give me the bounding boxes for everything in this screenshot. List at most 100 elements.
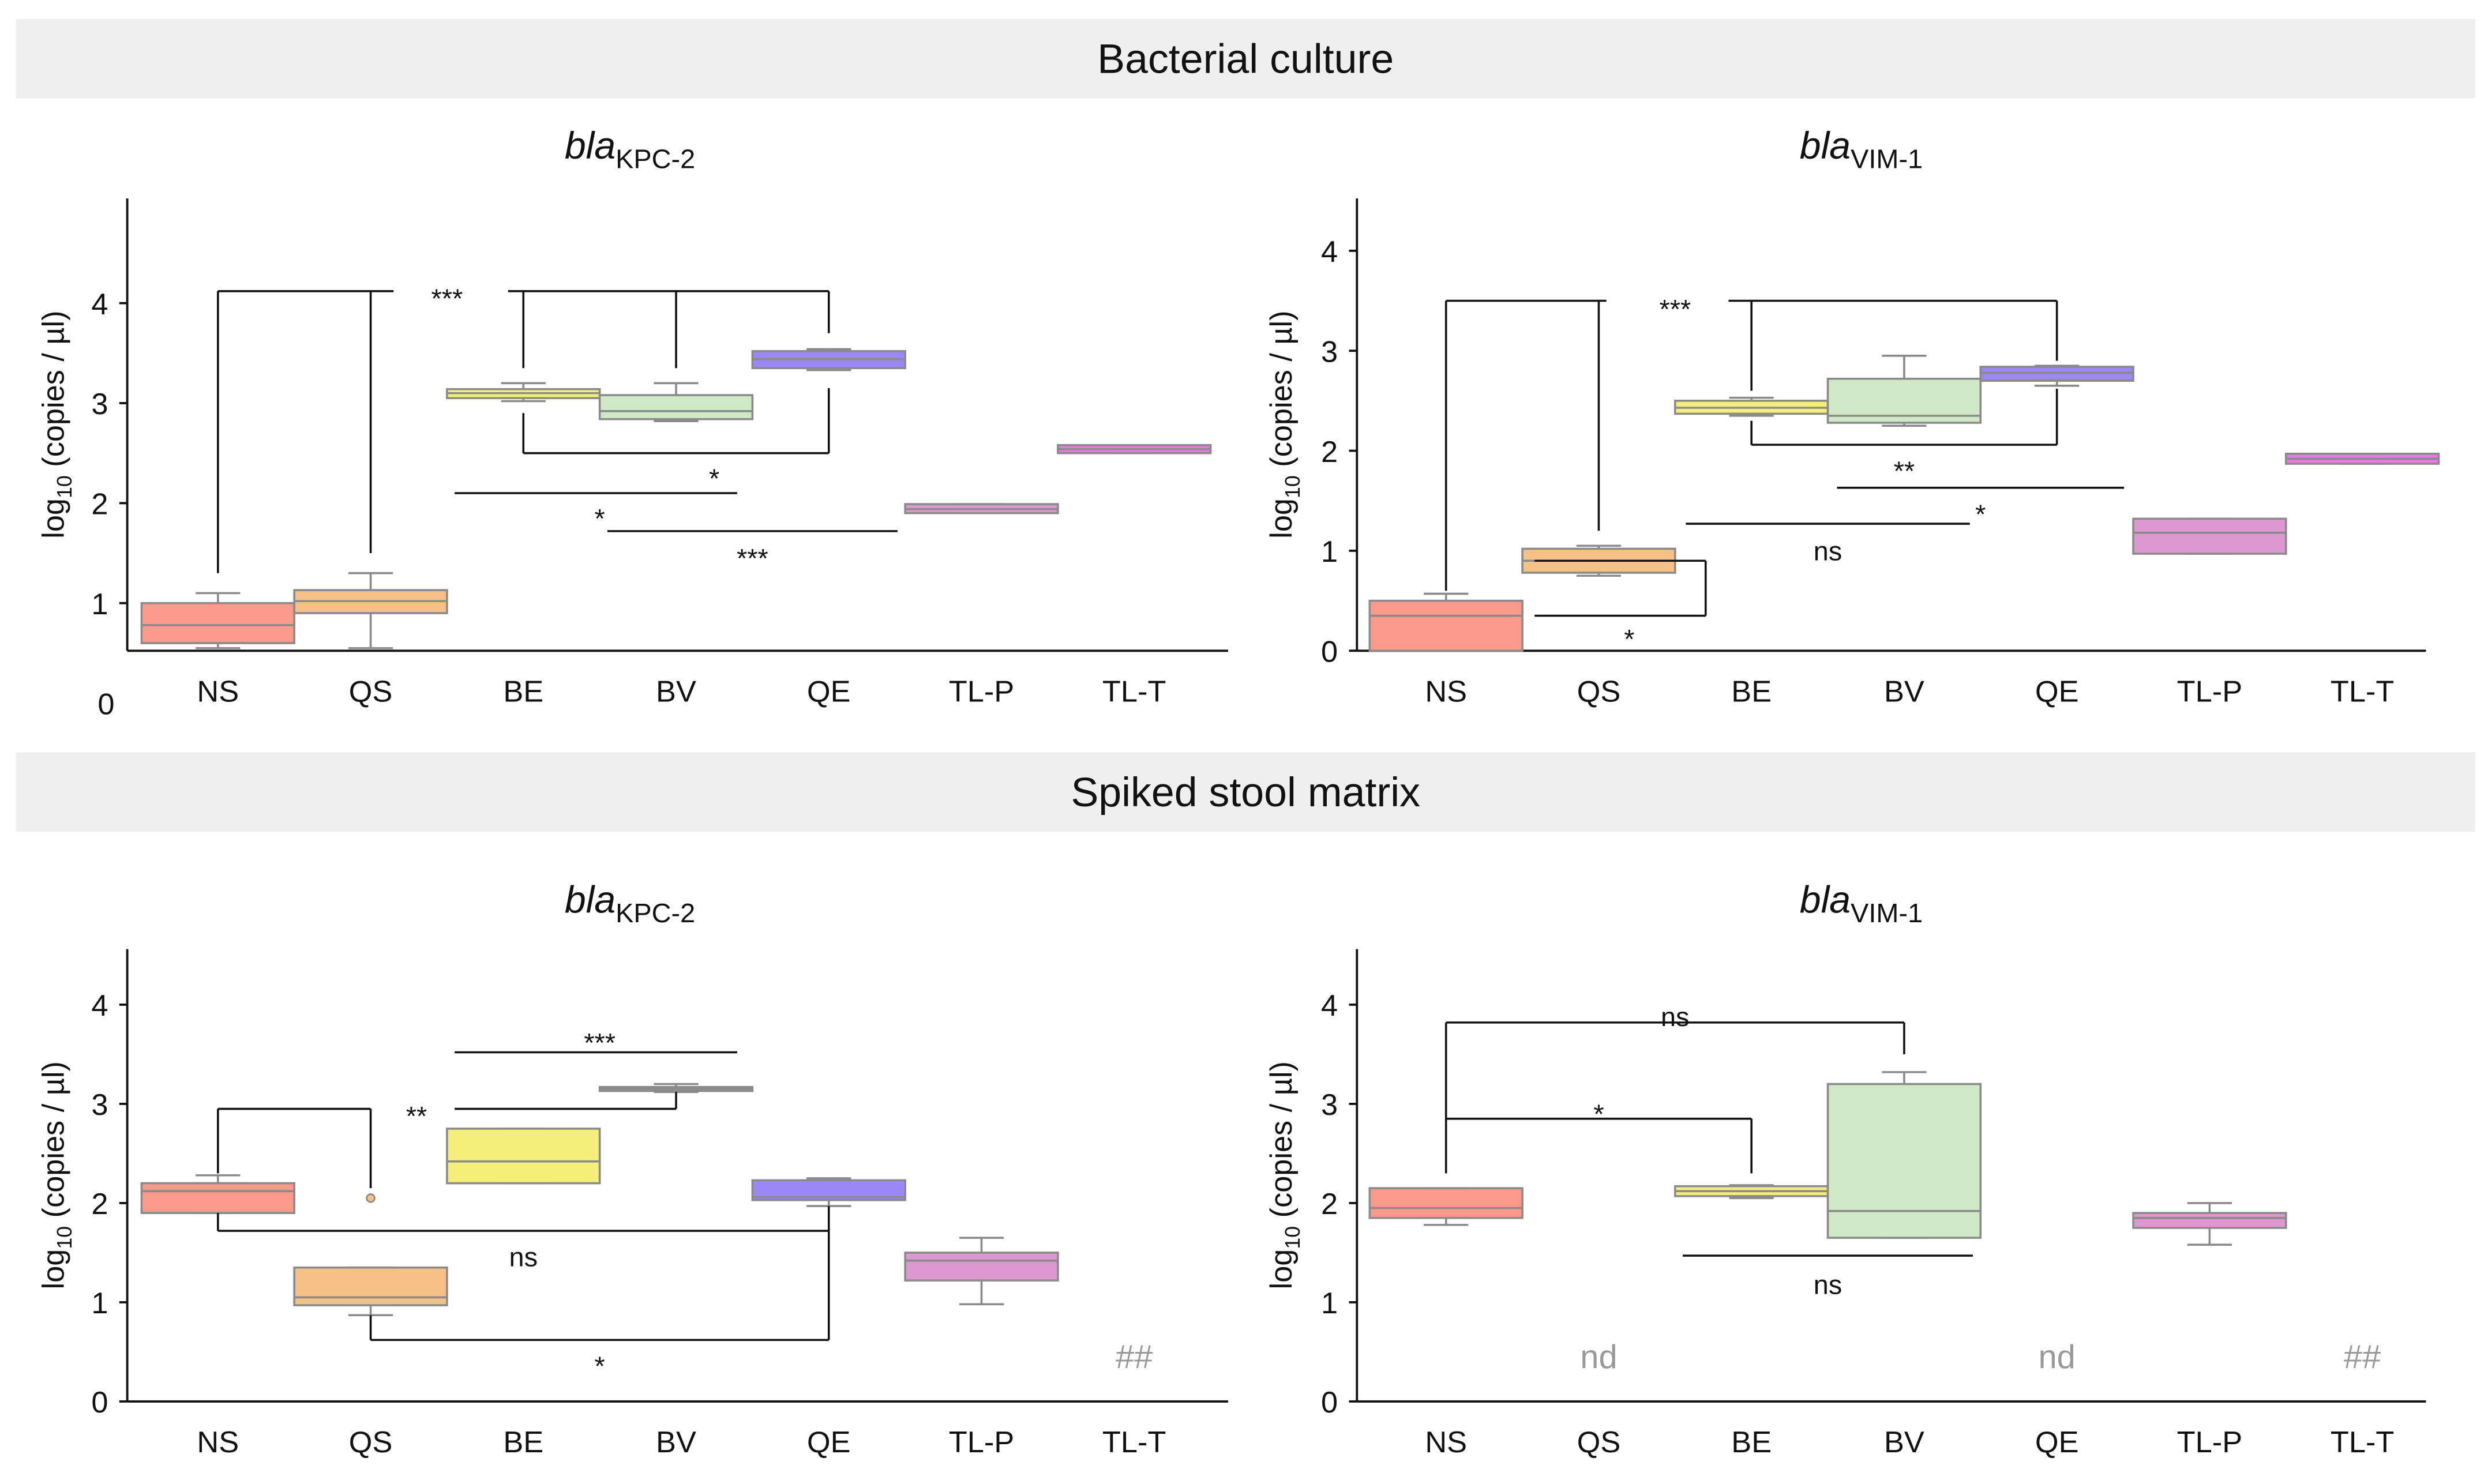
x-tick-label-qs: QS xyxy=(1577,675,1621,708)
x-tick-label-bv: BV xyxy=(656,675,696,708)
significance-label: ns xyxy=(1814,536,1842,566)
box-ns xyxy=(140,592,295,649)
significance-label: * xyxy=(1593,1099,1604,1129)
y-tick-label: 0 xyxy=(97,687,114,721)
box-iqr xyxy=(598,394,754,420)
x-tick-label-bv: BV xyxy=(1884,1426,1924,1459)
y-tick-label: 4 xyxy=(1321,235,1338,269)
box-iqr xyxy=(293,1266,448,1306)
panel-title-gene: bla xyxy=(565,125,616,167)
x-tick-label-tl-p: TL-P xyxy=(949,675,1015,708)
box-iqr xyxy=(140,1182,295,1214)
panel-title-gene: bla xyxy=(565,878,616,921)
y-tick-label: 2 xyxy=(91,1188,108,1221)
box-qs xyxy=(293,1193,448,1317)
significance-bracket: ns xyxy=(1444,1002,1905,1174)
significance-label: *** xyxy=(584,1028,616,1058)
y-axis-label-units: (copies / µl) xyxy=(37,310,70,475)
y-axis-label: log10 (copies / µl) xyxy=(1265,310,1304,538)
y-axis-label: log10 (copies / µl) xyxy=(37,310,76,538)
box-qe xyxy=(1979,365,2134,387)
box-be xyxy=(1674,396,1829,417)
significance-label: ** xyxy=(1894,456,1915,486)
y-tick-label: 3 xyxy=(1321,1088,1338,1122)
y-tick-label: 0 xyxy=(1321,1386,1338,1419)
y-axis-label-subscript: 10 xyxy=(53,1226,76,1249)
y-tick-label: 4 xyxy=(91,989,108,1023)
x-tick-label-tl-p: TL-P xyxy=(949,1426,1015,1459)
x-tick-label-qe: QE xyxy=(807,1426,851,1459)
y-tick-label: 2 xyxy=(1321,435,1338,469)
chart-panel-1: blaKPC-2 log10 (copies / µl) 0 1 2 3 4 NS QS BE BV… xyxy=(37,125,1228,721)
significance-bracket: *** xyxy=(217,283,830,573)
significance-bracket: * xyxy=(1446,1099,1753,1174)
y-axis-label-units: (copies / µl) xyxy=(1265,1061,1299,1226)
significance-bracket: ** xyxy=(1750,389,2058,486)
y-axis-label-log: log xyxy=(37,1249,70,1290)
x-tick-label-tl-t: TL-T xyxy=(2331,675,2395,708)
section-title-stool: Spiked stool matrix xyxy=(1071,769,1420,816)
panel-title-subscript: KPC-2 xyxy=(616,144,695,174)
y-tick-label: 0 xyxy=(91,1386,108,1419)
x-tick-label-ns: NS xyxy=(197,675,239,708)
significance-bracket: * xyxy=(455,492,737,534)
panel-title: blaKPC-2 xyxy=(565,878,695,927)
box-bv xyxy=(1826,1071,1982,1239)
significance-label: * xyxy=(595,1351,605,1381)
panel-title-gene: bla xyxy=(1800,125,1851,167)
significance-label: *** xyxy=(1659,294,1691,324)
x-tick-label-tl-p: TL-P xyxy=(2177,675,2243,708)
significance-label: ns xyxy=(1814,1270,1842,1300)
box-ns xyxy=(1368,592,1523,652)
panel-title: blaKPC-2 xyxy=(565,125,695,174)
significance-bracket: ** xyxy=(217,1092,677,1189)
hash-label: ## xyxy=(2344,1339,2381,1376)
box-tl-p xyxy=(904,1237,1059,1306)
y-axis-label-log: log xyxy=(1265,498,1299,539)
box-bv xyxy=(598,1083,754,1094)
not-detected-label: nd xyxy=(2038,1339,2075,1376)
box-iqr xyxy=(904,1252,1059,1282)
significance-label: * xyxy=(1975,499,1986,529)
significance-label: ** xyxy=(406,1101,427,1131)
panel-title-gene: bla xyxy=(1800,878,1851,921)
y-axis-label-units: (copies / µl) xyxy=(1265,310,1299,475)
y-axis-label: log10 (copies / µl) xyxy=(37,1061,76,1289)
significance-label: * xyxy=(709,464,719,494)
y-tick-label: 2 xyxy=(1321,1188,1338,1221)
y-axis-label-subscript: 10 xyxy=(53,475,76,498)
y-tick-label: 2 xyxy=(91,488,108,521)
x-tick-label-bv: BV xyxy=(1884,675,1924,708)
significance-bracket: * xyxy=(522,388,830,494)
hash-label: ## xyxy=(1116,1339,1153,1376)
y-axis-label-log: log xyxy=(1265,1249,1299,1290)
box-iqr xyxy=(1368,1187,1523,1219)
y-tick-label: 1 xyxy=(1321,535,1338,569)
box-bv xyxy=(598,382,754,422)
significance-bracket: * xyxy=(1534,559,1707,654)
box-tl-p xyxy=(2132,517,2287,555)
significance-label: ns xyxy=(509,1242,538,1272)
panel-title: blaVIM-1 xyxy=(1800,125,1923,174)
panel-title-subscript: KPC-2 xyxy=(616,898,695,928)
not-detected-label: nd xyxy=(1580,1339,1617,1376)
significance-bracket: * xyxy=(369,1231,830,1381)
x-tick-label-qe: QE xyxy=(2035,1426,2079,1459)
significance-bracket: ns xyxy=(1683,1254,1973,1300)
significance-bracket: * xyxy=(1837,486,2125,529)
y-tick-label: 4 xyxy=(91,288,108,321)
x-tick-label-be: BE xyxy=(1731,675,1772,708)
box-iqr xyxy=(140,602,295,644)
section-band-bacterial xyxy=(16,19,2475,99)
x-tick-label-tl-t: TL-T xyxy=(1102,1426,1166,1459)
x-tick-label-tl-p: TL-P xyxy=(2177,1426,2243,1459)
box-tl-t xyxy=(1057,444,1212,454)
significance-label: * xyxy=(595,504,605,534)
panel-title: blaVIM-1 xyxy=(1800,878,1923,927)
section-title-bacterial: Bacterial culture xyxy=(1097,36,1394,82)
y-axis-label: log10 (copies / µl) xyxy=(1265,1061,1304,1289)
x-tick-label-ns: NS xyxy=(197,1426,239,1459)
box-qe xyxy=(751,1177,906,1207)
significance-bracket: *** xyxy=(1444,294,2058,591)
